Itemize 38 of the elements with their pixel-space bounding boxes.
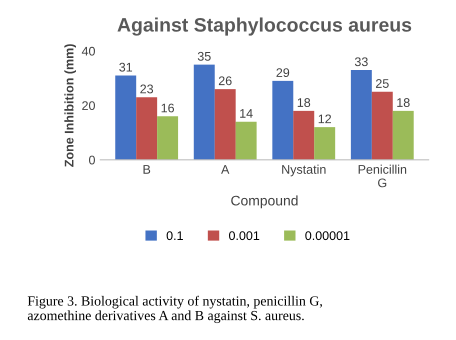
data-label: 14 <box>240 109 253 118</box>
data-label: 25 <box>376 79 389 88</box>
data-label: 35 <box>198 52 211 61</box>
chart-title: Against Staphylococcus aureus <box>117 17 412 36</box>
data-label: 18 <box>298 98 310 107</box>
bar <box>392 110 414 160</box>
bar <box>194 64 215 160</box>
x-tick-label: Nystatin <box>282 164 326 176</box>
legend-label: 0.00001 <box>305 231 350 240</box>
y-tick-label: 20 <box>82 101 95 110</box>
bar <box>350 70 372 160</box>
data-label: 16 <box>162 104 174 112</box>
data-label: 18 <box>397 98 410 107</box>
bar <box>136 97 158 160</box>
data-label: 12 <box>318 114 332 124</box>
x-axis-title: Compound <box>231 195 298 208</box>
bar <box>372 92 393 160</box>
x-tick-label: A <box>221 165 230 174</box>
bar <box>236 122 257 160</box>
bar <box>157 116 178 160</box>
data-label: 31 <box>119 62 132 72</box>
data-label: 23 <box>140 84 154 94</box>
data-label: 29 <box>276 68 290 78</box>
caption: Figure 3. Biological activity of nystatin, penicillin G, azomethine derivatives A and B against S. aureus. <box>28 296 322 324</box>
x-tick-label: B <box>144 165 150 174</box>
x-tick-label: Penicillin G <box>358 164 406 188</box>
data-label: 26 <box>218 76 232 86</box>
bar <box>314 127 336 160</box>
bar <box>272 80 294 160</box>
bar <box>115 75 136 160</box>
bar <box>293 110 314 160</box>
y-tick-label: 0 <box>88 156 95 164</box>
data-label: 33 <box>354 57 368 66</box>
legend-label: 0.001 <box>229 231 260 240</box>
bar <box>214 89 236 160</box>
y-axis-title: Zone Inhibition (mm) <box>64 44 76 167</box>
y-tick-label: 40 <box>82 46 95 56</box>
legend-label: 0.1 <box>166 231 183 240</box>
